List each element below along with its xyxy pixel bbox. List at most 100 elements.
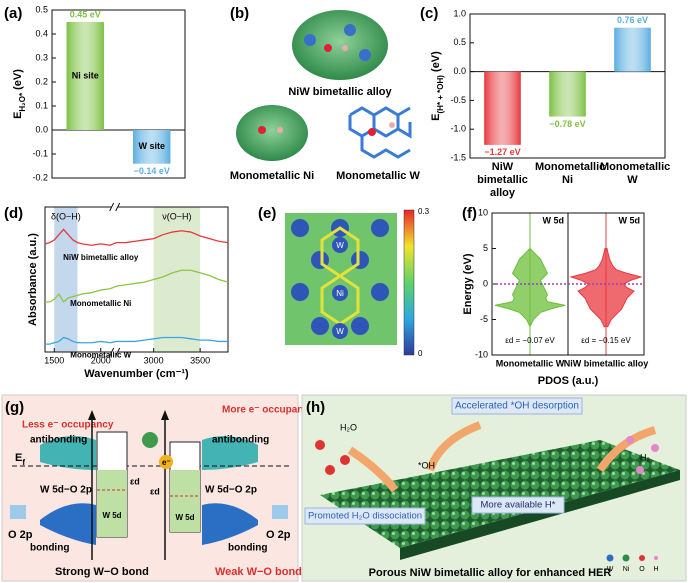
molecule — [636, 466, 644, 474]
w-lattice — [348, 106, 412, 159]
spectrum-line — [45, 269, 229, 303]
y-tick-label: 0.5 — [35, 4, 48, 14]
arrowhead — [88, 410, 96, 420]
legend-dot — [622, 554, 630, 562]
spectrum-line — [45, 336, 228, 345]
charge-wells — [291, 219, 389, 335]
y-tick-label: -0.5 — [450, 95, 466, 105]
y-axis-label: Energy (eV) — [462, 253, 474, 314]
y-tick-label: -1.5 — [450, 152, 466, 162]
antibonding-band — [40, 436, 96, 470]
y-tick-label: 0.0 — [35, 124, 48, 134]
molecule — [651, 444, 659, 452]
w5d-fill — [170, 470, 200, 532]
electron — [159, 455, 173, 469]
category-label: W site — [138, 141, 165, 151]
plot-frame — [44, 206, 229, 353]
label: W 5d−O 2p — [40, 485, 92, 496]
antibonding-band — [202, 436, 258, 470]
atom — [332, 323, 348, 339]
d-band-center: εd = −0.15 eV — [581, 336, 631, 345]
annotation: More e⁻ occupancy — [222, 405, 315, 416]
panel-label: (d) — [4, 205, 23, 222]
label: H₂O — [340, 422, 357, 432]
panel-label: (h) — [306, 399, 325, 416]
label: Promoted H₂O dissociation — [308, 511, 422, 522]
y-axis-label: E(H* + *OH) (eV) — [430, 51, 445, 121]
legend-dot — [639, 555, 645, 561]
colorbar — [403, 209, 415, 356]
axis-break-mark — [109, 202, 121, 212]
label: Accelerated *OH desorption — [455, 401, 579, 412]
x-tick-label: 3500 — [190, 355, 210, 365]
atom — [332, 237, 348, 253]
value-label: −0.78 eV — [549, 119, 585, 129]
y-tick-label: 0.5 — [453, 37, 466, 47]
callout — [304, 507, 426, 525]
label: H₂ — [640, 452, 650, 462]
callout — [451, 397, 583, 415]
bar-shine — [133, 130, 171, 164]
label: W 5d−O 2p — [205, 485, 257, 496]
y-axis-label-part: E — [430, 113, 442, 120]
legend-dot — [606, 554, 614, 562]
y-tick-label: -5 — [480, 314, 488, 324]
x-tick-label: 1500 — [44, 355, 64, 365]
plot-frame — [51, 9, 186, 179]
label: *OH — [418, 460, 435, 470]
panel-b: (b) NiW bimetallic alloy Monometallic Ni… — [230, 5, 421, 182]
orbital-label: W 5d — [619, 215, 641, 225]
w5d-fill — [97, 470, 127, 537]
atom — [389, 122, 395, 128]
cluster — [236, 105, 308, 161]
series-label: Monometallic W — [70, 351, 131, 360]
axis-break — [111, 348, 118, 356]
atom — [368, 128, 376, 136]
label: O 2p — [8, 529, 33, 541]
structure-title: NiW bimetallic alloy — [288, 86, 392, 98]
y-tick-label: 0.4 — [35, 28, 48, 38]
atom — [332, 285, 348, 301]
d-band-center: εd = −0.07 eV — [505, 336, 555, 345]
axis-break — [111, 203, 118, 211]
y-axis-label-part: (eV) — [12, 69, 24, 93]
series-label: Monometallic Ni — [70, 299, 131, 308]
y-tick-label: 0.3 — [35, 52, 48, 62]
y-axis-label-part: E — [12, 112, 24, 119]
label: W 5d — [102, 511, 121, 520]
y-tick-label: -0.1 — [32, 148, 48, 158]
y-tick-label: 10 — [478, 207, 488, 217]
callout — [471, 496, 565, 514]
category-label: Monometallic W — [600, 161, 671, 186]
plot-frame — [469, 13, 666, 159]
bonding-band — [40, 503, 96, 545]
category-label: Ni site — [72, 70, 99, 80]
panel-g: (g) Less e⁻ occupancy More e⁻ occupancy … — [1, 394, 315, 582]
axis-break-mark — [109, 347, 121, 357]
y-tick-label: -0.2 — [32, 172, 48, 182]
label: Ef — [15, 452, 25, 467]
panel-label: (a) — [4, 5, 22, 22]
legend-dot — [654, 556, 658, 560]
y-axis-label-part: H₂O* — [18, 92, 27, 112]
label: bonding — [30, 543, 69, 554]
y-tick-label: -1.0 — [450, 124, 466, 134]
panel-label: (g) — [5, 399, 24, 416]
label: Strong W−O bond — [55, 566, 149, 578]
fermi-label: E — [15, 452, 22, 464]
label: Weak W−O bond — [215, 566, 302, 578]
molecule — [340, 455, 350, 465]
value-label: 0.45 eV — [70, 9, 101, 19]
label: bonding — [228, 543, 267, 554]
catalyst-edge — [400, 470, 680, 560]
x-tick-label: 3000 — [144, 355, 164, 365]
o2p-level — [10, 505, 26, 519]
caption: Porous NiW bimetallic alloy for enhanced… — [369, 567, 612, 579]
annotation: Less e⁻ occupancy — [22, 420, 114, 431]
value-label: −0.14 eV — [134, 166, 170, 176]
flow-arrow — [426, 421, 482, 472]
colorbar-label: 0 — [418, 349, 423, 358]
series-label: NiW bimetallic alloy — [63, 253, 139, 262]
site-label: W — [336, 241, 344, 250]
molecule — [626, 436, 634, 444]
